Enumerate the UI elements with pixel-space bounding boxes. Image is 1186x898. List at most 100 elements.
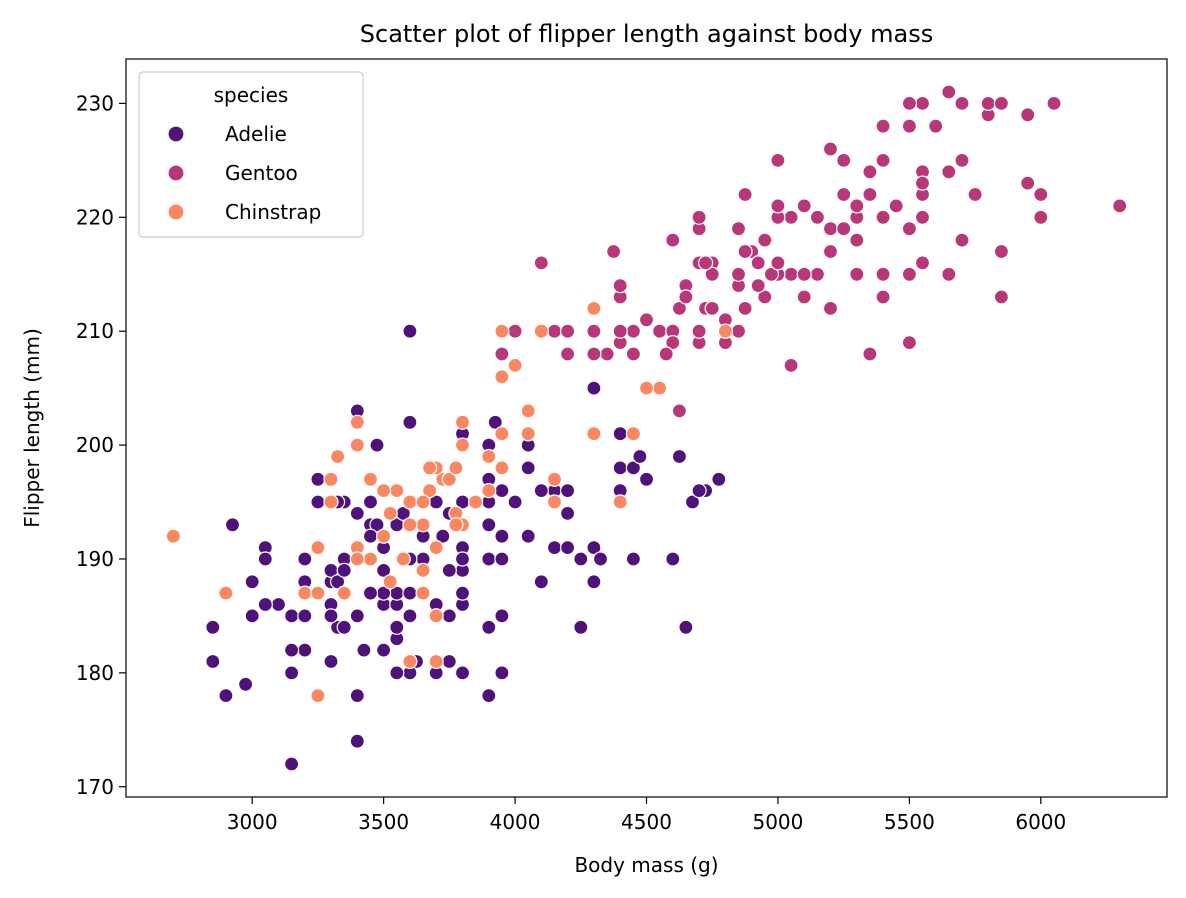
data-point-adelie xyxy=(336,619,352,635)
data-point-adelie xyxy=(494,483,510,499)
data-point-adelie xyxy=(323,608,339,624)
x-tick-label: 4500 xyxy=(621,810,672,834)
data-point-adelie xyxy=(612,426,628,442)
data-point-adelie xyxy=(678,619,694,635)
data-point-gentoo xyxy=(737,243,753,260)
data-point-adelie xyxy=(218,687,234,704)
data-point-chinstrap xyxy=(428,539,444,556)
x-tick-label: 5500 xyxy=(884,810,935,834)
data-point-chinstrap xyxy=(454,414,471,430)
y-tick-label: 180 xyxy=(76,661,114,685)
data-point-adelie xyxy=(402,323,418,339)
data-point-chinstrap xyxy=(481,483,497,499)
data-point-gentoo xyxy=(665,232,681,248)
data-point-adelie xyxy=(389,619,405,635)
data-point-chinstrap xyxy=(468,494,484,510)
legend-label-gentoo: Gentoo xyxy=(225,161,298,185)
data-point-chinstrap xyxy=(546,494,563,510)
data-point-adelie xyxy=(533,483,549,499)
data-point-adelie xyxy=(559,539,576,556)
data-point-adelie xyxy=(205,619,221,635)
data-point-chinstrap xyxy=(382,574,398,590)
data-point-adelie xyxy=(244,608,260,624)
data-point-adelie xyxy=(586,380,602,396)
y-tick-label: 220 xyxy=(76,205,114,229)
data-point-adelie xyxy=(481,517,497,533)
data-point-adelie xyxy=(349,505,365,522)
data-point-chinstrap xyxy=(625,426,642,442)
data-point-gentoo xyxy=(901,95,918,112)
data-point-gentoo xyxy=(862,186,878,203)
data-point-gentoo xyxy=(737,300,753,316)
data-point-chinstrap xyxy=(494,369,510,385)
data-point-chinstrap xyxy=(415,494,431,510)
data-point-gentoo xyxy=(750,278,766,294)
data-point-adelie xyxy=(559,483,576,499)
data-point-adelie xyxy=(481,687,497,704)
data-point-adelie xyxy=(481,551,497,567)
data-point-chinstrap xyxy=(612,494,628,510)
data-point-adelie xyxy=(349,733,365,749)
data-point-gentoo xyxy=(796,289,812,305)
data-point-gentoo xyxy=(625,323,642,339)
data-point-adelie xyxy=(284,756,300,772)
data-point-gentoo xyxy=(901,118,918,134)
data-point-gentoo xyxy=(1033,209,1049,225)
data-point-gentoo xyxy=(605,243,622,260)
data-point-adelie xyxy=(244,574,260,590)
data-point-gentoo xyxy=(783,209,799,225)
y-tick-label: 190 xyxy=(76,547,114,571)
data-point-chinstrap xyxy=(310,687,326,704)
data-point-gentoo xyxy=(612,278,628,294)
data-point-adelie xyxy=(356,642,372,658)
data-point-gentoo xyxy=(651,323,668,339)
data-point-gentoo xyxy=(836,221,852,237)
data-point-adelie xyxy=(238,676,254,692)
data-point-gentoo xyxy=(730,266,747,282)
data-point-chinstrap xyxy=(395,551,411,567)
data-point-gentoo xyxy=(770,152,786,168)
data-point-gentoo xyxy=(809,266,826,282)
data-point-chinstrap xyxy=(638,380,655,396)
data-point-chinstrap xyxy=(382,505,398,522)
legend-marker-adelie xyxy=(167,125,185,143)
data-point-adelie xyxy=(684,494,701,510)
data-point-chinstrap xyxy=(448,460,464,476)
data-point-gentoo xyxy=(875,289,891,305)
data-point-gentoo xyxy=(888,198,904,214)
data-point-gentoo xyxy=(1020,107,1036,123)
data-point-chinstrap xyxy=(310,539,326,556)
data-point-chinstrap xyxy=(376,528,392,544)
data-point-chinstrap xyxy=(422,460,438,476)
data-point-chinstrap xyxy=(389,483,405,499)
data-point-chinstrap xyxy=(402,494,418,510)
data-point-chinstrap xyxy=(330,448,346,465)
data-point-chinstrap xyxy=(349,414,365,430)
data-point-adelie xyxy=(487,414,503,430)
data-point-adelie xyxy=(691,483,707,499)
data-point-chinstrap xyxy=(494,426,510,442)
data-point-gentoo xyxy=(836,152,852,168)
data-point-adelie xyxy=(310,471,326,487)
data-point-adelie xyxy=(441,653,457,670)
plot-frame xyxy=(125,58,1168,798)
data-point-adelie xyxy=(559,505,576,522)
y-axis-label: Flipper length (mm) xyxy=(20,328,44,528)
data-point-gentoo xyxy=(941,266,957,282)
data-point-adelie xyxy=(494,608,510,624)
data-point-adelie xyxy=(402,608,418,624)
legend-marker-gentoo xyxy=(167,164,185,182)
data-point-adelie xyxy=(257,551,273,567)
data-point-adelie xyxy=(362,585,379,601)
data-point-chinstrap xyxy=(415,517,431,533)
data-point-adelie xyxy=(546,539,563,556)
data-point-gentoo xyxy=(875,209,891,225)
data-point-chinstrap xyxy=(586,300,602,316)
data-point-gentoo xyxy=(691,323,707,339)
data-point-chinstrap xyxy=(297,585,313,601)
data-point-adelie xyxy=(592,551,609,567)
data-point-adelie xyxy=(573,551,589,567)
data-point-gentoo xyxy=(533,255,549,271)
data-point-adelie xyxy=(297,642,313,658)
